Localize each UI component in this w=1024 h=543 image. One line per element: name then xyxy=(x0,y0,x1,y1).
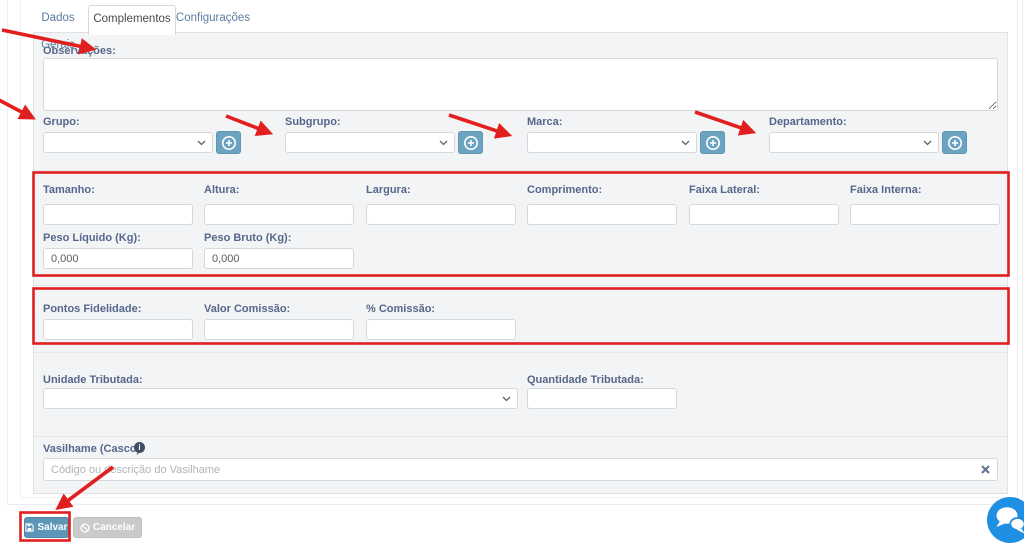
chat-button[interactable] xyxy=(987,497,1024,543)
plus-circle-icon xyxy=(463,135,479,151)
chevron-down-icon xyxy=(197,140,206,146)
subgrupo-label: Subgrupo: xyxy=(285,116,341,128)
altura-label: Altura: xyxy=(204,184,240,196)
save-icon xyxy=(25,523,35,532)
grupo-add-button[interactable] xyxy=(216,131,241,154)
chevron-down-icon xyxy=(439,140,448,146)
plus-circle-icon xyxy=(947,135,963,151)
tab-dados-gerais[interactable]: Dados Gerais xyxy=(41,12,75,51)
chevron-down-icon xyxy=(502,396,511,402)
observacoes-textarea[interactable] xyxy=(43,58,998,111)
altura-input[interactable] xyxy=(204,204,354,225)
section-divider xyxy=(34,352,1007,353)
tamanho-label: Tamanho: xyxy=(43,184,95,196)
marca-label: Marca: xyxy=(527,116,563,128)
save-button[interactable]: Salvar xyxy=(24,517,69,538)
chevron-down-icon xyxy=(923,140,932,146)
percent-comissao-label: % Comissão: xyxy=(366,303,436,315)
faixa-interna-label: Faixa Interna: xyxy=(850,184,922,196)
clear-x-icon[interactable] xyxy=(981,465,990,474)
peso-liquido-label: Peso Líquido (Kg): xyxy=(43,232,141,244)
ban-circle-icon xyxy=(80,522,90,533)
vasilhame-label: Vasilhame (Casco): xyxy=(43,443,144,455)
chevron-down-icon xyxy=(681,140,690,146)
cancel-button[interactable]: Cancelar xyxy=(73,517,142,538)
comprimento-input[interactable] xyxy=(527,204,677,225)
departamento-add-button[interactable] xyxy=(942,131,967,154)
unidade-tributada-label: Unidade Tributada: xyxy=(43,374,143,386)
vasilhame-input[interactable] xyxy=(43,458,998,481)
info-icon: i xyxy=(134,442,145,453)
grupo-select[interactable] xyxy=(43,132,213,153)
outer-container xyxy=(7,0,1023,505)
tab-configuracoes[interactable]: Configurações xyxy=(175,12,251,24)
plus-circle-icon xyxy=(705,135,721,151)
faixa-lateral-input[interactable] xyxy=(689,204,839,225)
pontos-fidelidade-label: Pontos Fidelidade: xyxy=(43,303,142,315)
marca-select[interactable] xyxy=(527,132,697,153)
marca-add-button[interactable] xyxy=(700,131,725,154)
comprimento-label: Comprimento: xyxy=(527,184,603,196)
percent-comissao-input[interactable] xyxy=(366,319,516,340)
quantidade-tributada-label: Quantidade Tributada: xyxy=(527,374,644,386)
chat-bubbles-icon xyxy=(987,507,1024,543)
plus-circle-icon xyxy=(221,135,237,151)
subgrupo-select[interactable] xyxy=(285,132,455,153)
tamanho-input[interactable] xyxy=(43,204,193,225)
pontos-fidelidade-input[interactable] xyxy=(43,319,193,340)
valor-comissao-label: Valor Comissão: xyxy=(204,303,291,315)
unidade-tributada-select[interactable] xyxy=(43,388,518,409)
inner-container xyxy=(20,0,1018,498)
peso-bruto-input[interactable] xyxy=(204,248,354,269)
faixa-lateral-label: Faixa Lateral: xyxy=(689,184,760,196)
peso-liquido-input[interactable] xyxy=(43,248,193,269)
section-divider xyxy=(34,170,1007,171)
save-button-label: Salvar xyxy=(37,522,68,533)
subgrupo-add-button[interactable] xyxy=(458,131,483,154)
section-divider xyxy=(34,285,1007,286)
quantidade-tributada-input[interactable] xyxy=(527,388,677,409)
section-divider xyxy=(34,436,1007,437)
tab-complementos[interactable]: Complementos xyxy=(88,5,176,35)
peso-bruto-label: Peso Bruto (Kg): xyxy=(204,232,292,244)
cancel-button-label: Cancelar xyxy=(92,522,136,533)
departamento-select[interactable] xyxy=(769,132,939,153)
departamento-label: Departamento: xyxy=(769,116,847,128)
faixa-interna-input[interactable] xyxy=(850,204,1000,225)
largura-label: Largura: xyxy=(366,184,411,196)
grupo-label: Grupo: xyxy=(43,116,80,128)
largura-input[interactable] xyxy=(366,204,516,225)
valor-comissao-input[interactable] xyxy=(204,319,354,340)
